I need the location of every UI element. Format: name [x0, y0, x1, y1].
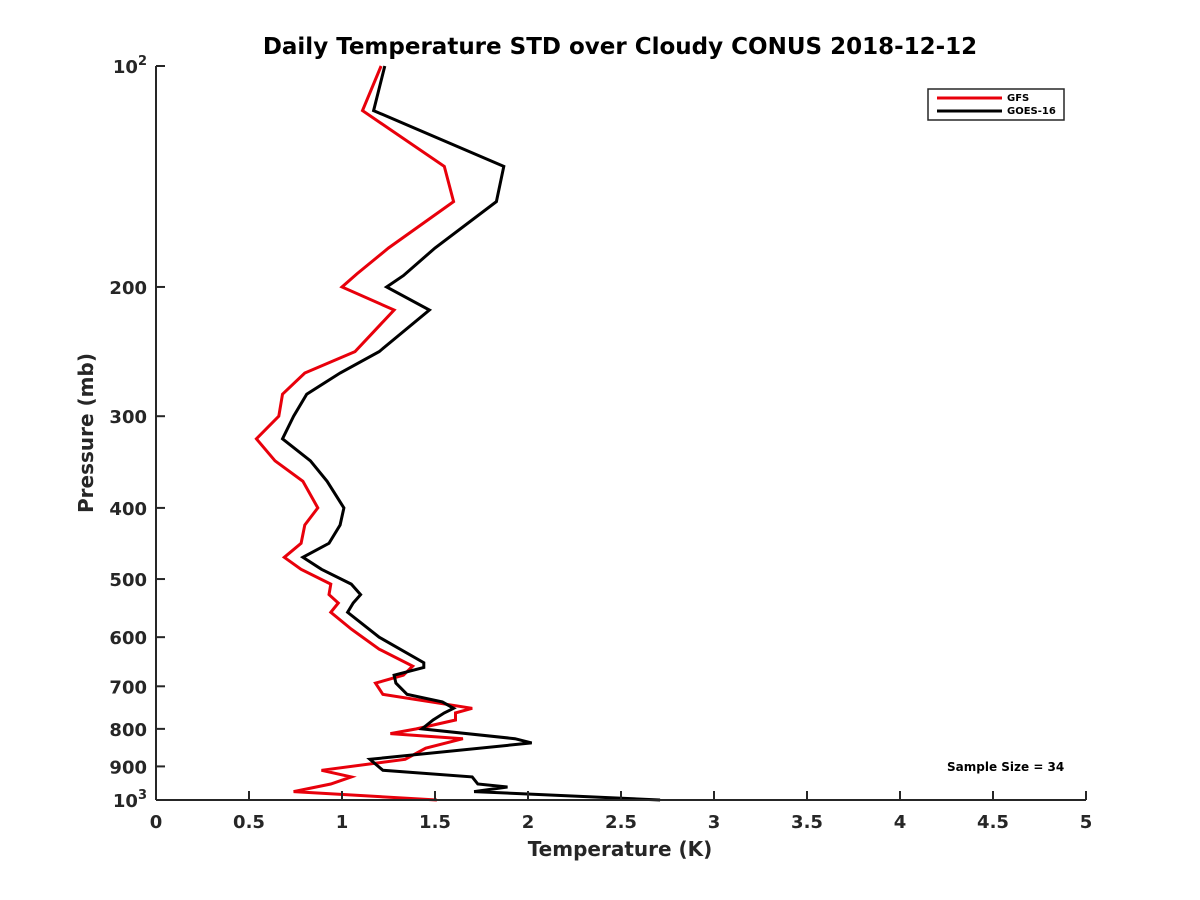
x-tick-label: 0 [150, 812, 163, 833]
legend-label-goes16: GOES-16 [1007, 106, 1056, 117]
y-tick-label: 500 [109, 570, 147, 591]
legend-label-gfs: GFS [1007, 93, 1029, 104]
y-tick-label: 600 [109, 628, 147, 649]
y-tick-label: 103 [113, 788, 147, 812]
x-tick-label: 5 [1080, 812, 1093, 833]
x-tick-label: 0.5 [233, 812, 265, 833]
y-tick-label: 700 [109, 677, 147, 698]
x-tick-label: 1 [336, 812, 349, 833]
x-tick-label: 2.5 [605, 812, 637, 833]
plot-area [254, 65, 661, 802]
y-axis-label: Pressure (mb) [74, 353, 98, 513]
series-line-gfs [254, 65, 473, 802]
y-tick-label: 300 [109, 407, 147, 428]
x-tick-label: 4.5 [977, 812, 1009, 833]
y-tick-label: 400 [109, 499, 147, 520]
y-ticks: 102 200 300 400 500 600 700 800 900 103 [109, 54, 165, 812]
sample-size-annotation: Sample Size = 34 [947, 760, 1064, 774]
series-line-goes16 [280, 65, 661, 802]
y-tick-label: 200 [109, 278, 147, 299]
y-tick-label: 900 [109, 757, 147, 778]
x-tick-label: 1.5 [419, 812, 451, 833]
x-ticks: 0 0.5 1 1.5 2 2.5 3 3.5 4 4.5 5 [150, 791, 1093, 833]
x-tick-label: 4 [894, 812, 907, 833]
x-tick-label: 3 [708, 812, 721, 833]
x-axis-label: Temperature (K) [528, 837, 713, 861]
legend-box [927, 88, 1065, 121]
chart-title: Daily Temperature STD over Cloudy CONUS … [263, 34, 977, 60]
y-tick-label: 800 [109, 720, 147, 741]
y-tick-label: 102 [113, 54, 147, 78]
legend: GFS GOES-16 [927, 88, 1065, 121]
x-tick-label: 3.5 [791, 812, 823, 833]
x-tick-label: 2 [522, 812, 535, 833]
